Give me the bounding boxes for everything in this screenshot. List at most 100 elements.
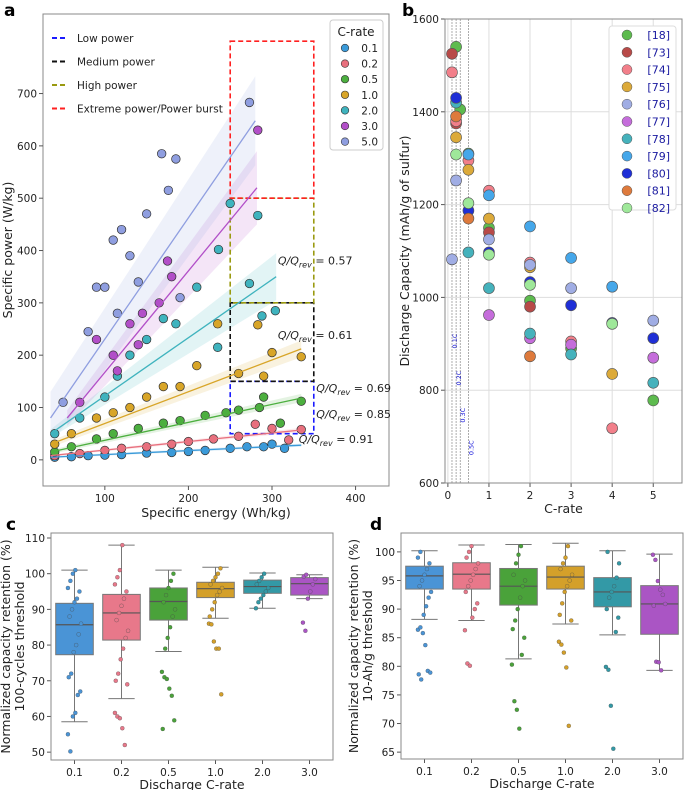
strip-point	[470, 615, 475, 620]
strip-point	[116, 671, 121, 676]
data-point-[75]	[462, 164, 475, 176]
fit-line-2.0	[50, 276, 277, 435]
data-point-3.0	[253, 125, 263, 135]
data-point-1.0	[267, 347, 277, 358]
x-tick-label: 3.0	[301, 767, 318, 779]
data-point-[77]	[565, 338, 577, 351]
annotation-value: = 0.91	[333, 433, 374, 446]
data-point-[82]	[606, 318, 618, 330]
strip-point	[217, 589, 222, 594]
legend-marker	[340, 59, 350, 68]
strip-point	[564, 665, 569, 670]
legend-label: 3.0	[361, 121, 378, 133]
strip-point	[616, 561, 622, 566]
qrev-annotation: Q/Qrev = 0.57	[278, 255, 353, 270]
panel-label-b: b	[402, 1, 414, 21]
y-tick-label: 1400	[412, 107, 439, 119]
strip-point	[261, 592, 266, 598]
panel-b: 600 800 1000 1200 1400 1600 0 1 2 3 4 5 0.1C 0.2C 0.3C…	[397, 14, 683, 516]
data-point-[77]	[483, 309, 495, 321]
data-point-1.0	[296, 352, 306, 362]
x-tick-label: 300	[262, 493, 282, 505]
strip-point	[121, 596, 127, 601]
strip-point	[558, 566, 563, 572]
strip-point	[253, 606, 259, 611]
strip-point	[569, 618, 574, 623]
data-point-5.0	[141, 209, 152, 219]
legend-label: [76]	[647, 98, 670, 111]
data-point-1.0	[175, 381, 185, 392]
strip-point	[209, 622, 214, 627]
data-point-0.1	[167, 447, 177, 458]
strip-point	[603, 664, 609, 670]
reference-line-label: 0.5C	[467, 440, 475, 455]
strip-point	[70, 714, 76, 719]
strip-point	[313, 576, 318, 582]
strip-point	[261, 571, 267, 576]
annotation-sub: rev	[337, 414, 350, 423]
legend-marker	[621, 64, 633, 75]
data-point-1.0	[192, 360, 202, 371]
data-point-2.0	[158, 313, 168, 324]
data-point-[82]	[462, 197, 475, 210]
y-tick-label: 500	[17, 193, 37, 205]
y-tick-label: 1000	[412, 292, 439, 304]
y-tick-label: 700	[17, 89, 37, 101]
strip-point	[604, 606, 609, 612]
legend-marker	[340, 43, 350, 53]
strip-point	[564, 584, 570, 589]
y-axis-label-line1: Normalized capacity retention (%)	[0, 539, 13, 753]
strip-point	[218, 566, 223, 571]
legend-box	[329, 19, 384, 151]
strip-point	[163, 646, 168, 651]
data-point-0.5	[221, 408, 231, 418]
strip-point	[120, 726, 125, 731]
strip-point	[428, 589, 434, 595]
x-tick-label: 200	[178, 493, 198, 505]
strip-point	[516, 552, 521, 557]
annotation-sub: rev	[299, 261, 312, 270]
data-point-5.0	[91, 282, 102, 292]
strip-point	[310, 582, 315, 587]
strip-point	[427, 561, 432, 566]
legend-marker	[621, 47, 633, 58]
strip-point	[655, 578, 661, 584]
data-point-2.0	[213, 244, 224, 255]
strip-point	[428, 670, 433, 675]
strip-point	[160, 726, 165, 732]
data-point-5.0	[163, 185, 174, 195]
strip-point	[74, 596, 80, 601]
strip-point	[69, 607, 75, 612]
y-tick-label: 600	[17, 141, 37, 153]
strip-point	[616, 615, 621, 620]
y-tick-label: 1200	[412, 200, 439, 212]
strip-point	[112, 582, 118, 587]
data-point-[18]	[647, 394, 660, 407]
data-point-0.5	[200, 410, 210, 421]
qrev-annotation: Q/Qrev = 0.91	[299, 433, 374, 448]
x-tick-label: 2	[527, 490, 534, 502]
strip-point	[165, 635, 170, 641]
strip-point	[65, 732, 71, 737]
strip-point	[415, 555, 421, 560]
box-0.5	[149, 587, 188, 621]
strip-point	[421, 612, 426, 617]
panel-d: 65 70 75 80 85 90 95 100 0.1 0.2 0.5 1.0 2.0 3.0 Disch…	[346, 532, 684, 790]
annotation-value: = 0.61	[312, 329, 353, 342]
legend-marker	[340, 90, 350, 99]
data-point-0.2	[250, 419, 260, 429]
strip-point	[303, 628, 308, 633]
y-axis-label: Specific power (W/kg)	[0, 182, 15, 319]
strip-point	[208, 582, 213, 587]
data-point-2.0	[253, 210, 263, 221]
legend-label: [18]	[647, 29, 670, 42]
strip-point	[563, 555, 568, 560]
strip-point	[211, 639, 217, 644]
reference-line-label: 0.3C	[459, 407, 467, 422]
strip-point	[170, 614, 175, 619]
strip-point	[565, 544, 571, 549]
strip-point	[513, 618, 518, 623]
strip-point	[172, 607, 178, 612]
annotation-value: = 0.69	[350, 382, 391, 395]
